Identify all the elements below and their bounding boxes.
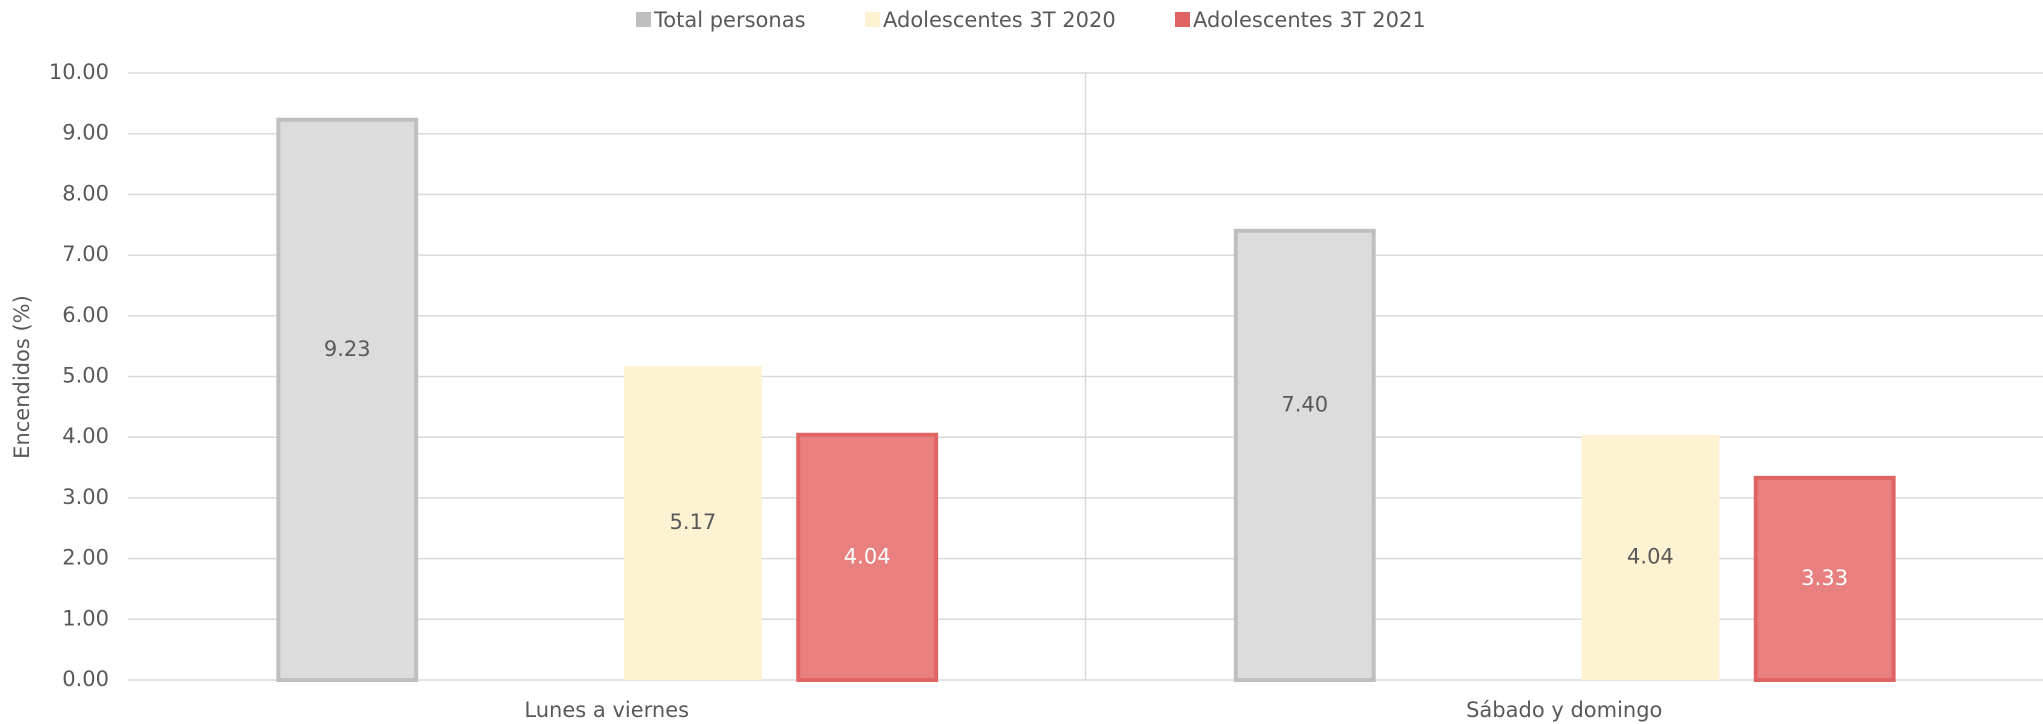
y-tick-label: 9.00 xyxy=(62,121,109,145)
y-tick-label: 3.00 xyxy=(62,485,109,509)
y-tick-label: 0.00 xyxy=(62,667,109,691)
bar xyxy=(796,432,939,682)
y-axis-title: Encendidos (%) xyxy=(10,295,34,459)
legend-label: Adolescentes 3T 2021 xyxy=(1193,8,1426,32)
y-tick-label: 5.00 xyxy=(62,364,109,388)
data-label: 4.04 xyxy=(844,544,891,568)
data-label: 4.04 xyxy=(1627,544,1674,568)
legend-swatch xyxy=(865,12,880,27)
bar xyxy=(1753,475,1896,682)
y-tick-label: 1.00 xyxy=(62,606,109,630)
data-label: 3.33 xyxy=(1801,566,1848,590)
x-tick-label: Lunes a viernes xyxy=(524,698,689,722)
bar xyxy=(623,366,762,680)
y-tick-label: 10.00 xyxy=(49,60,109,84)
bar xyxy=(1581,434,1720,680)
data-label: 5.17 xyxy=(670,510,717,534)
bar xyxy=(276,117,419,682)
bar xyxy=(1233,228,1376,682)
y-tick-label: 6.00 xyxy=(62,303,109,327)
legend-swatch xyxy=(1175,12,1190,27)
y-tick-label: 8.00 xyxy=(62,181,109,205)
data-label: 7.40 xyxy=(1281,392,1328,416)
y-tick-label: 2.00 xyxy=(62,546,109,570)
x-tick-label: Sábado y domingo xyxy=(1466,698,1662,722)
data-label: 9.23 xyxy=(324,337,371,361)
legend-swatch xyxy=(636,12,651,27)
y-tick-label: 4.00 xyxy=(62,424,109,448)
legend-label: Total personas xyxy=(653,8,806,32)
y-tick-label: 7.00 xyxy=(62,242,109,266)
legend-label: Adolescentes 3T 2020 xyxy=(883,8,1116,32)
